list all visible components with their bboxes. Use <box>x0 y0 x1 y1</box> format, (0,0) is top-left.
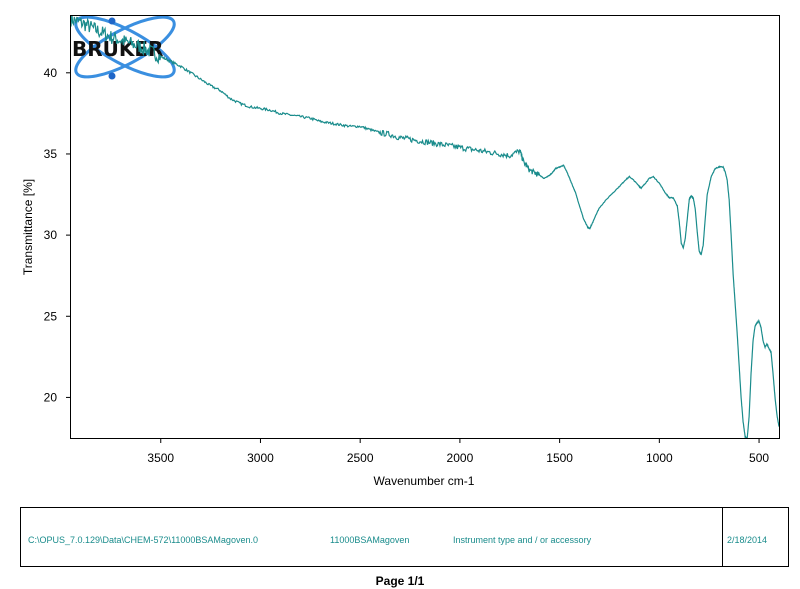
plot-frame <box>70 15 780 439</box>
footer-date: 2/18/2014 <box>727 535 768 545</box>
y-axis-ticks: 20 25 30 35 40 <box>44 66 71 404</box>
logo-orbit-1 <box>74 16 176 79</box>
bruker-logo: BRUKER <box>72 16 176 80</box>
x-axis-label: Wavenumber cm-1 <box>374 474 475 488</box>
footer-file-path: C:\OPUS_7.0.129\Data\CHEM-572\11000BSAMa… <box>28 535 258 545</box>
y-tick-label: 20 <box>44 390 58 404</box>
x-tick-label: 3000 <box>247 451 274 465</box>
y-tick-label: 35 <box>44 147 58 161</box>
y-tick-label: 25 <box>44 309 58 323</box>
y-axis-label: Transmittance [%] <box>21 179 35 275</box>
spectrum-series-line <box>71 16 779 438</box>
y-tick-label: 30 <box>44 228 58 242</box>
footer-divider <box>722 508 723 566</box>
footer-sample-name: 11000BSAMagoven <box>330 535 410 545</box>
logo-electron-top <box>108 17 116 25</box>
x-tick-label: 2500 <box>347 451 374 465</box>
logo-electron-bottom <box>108 72 116 80</box>
y-tick-label: 40 <box>44 66 58 80</box>
page-number-label: Page 1/1 <box>375 574 425 588</box>
x-tick-label: 3500 <box>147 451 174 465</box>
spectrum-chart: 3500 3000 2500 2000 1500 1000 500 20 25 30 35 40 W… <box>21 15 780 488</box>
footer-info-box: C:\OPUS_7.0.129\Data\CHEM-572\11000BSAMa… <box>20 507 789 567</box>
footer-instrument: Instrument type and / or accessory <box>453 535 592 545</box>
x-axis-ticks: 3500 3000 2500 2000 1500 1000 500 <box>147 438 769 465</box>
x-tick-label: 1000 <box>646 451 673 465</box>
x-tick-label: 2000 <box>447 451 474 465</box>
x-tick-label: 1500 <box>546 451 573 465</box>
x-tick-label: 500 <box>749 451 769 465</box>
